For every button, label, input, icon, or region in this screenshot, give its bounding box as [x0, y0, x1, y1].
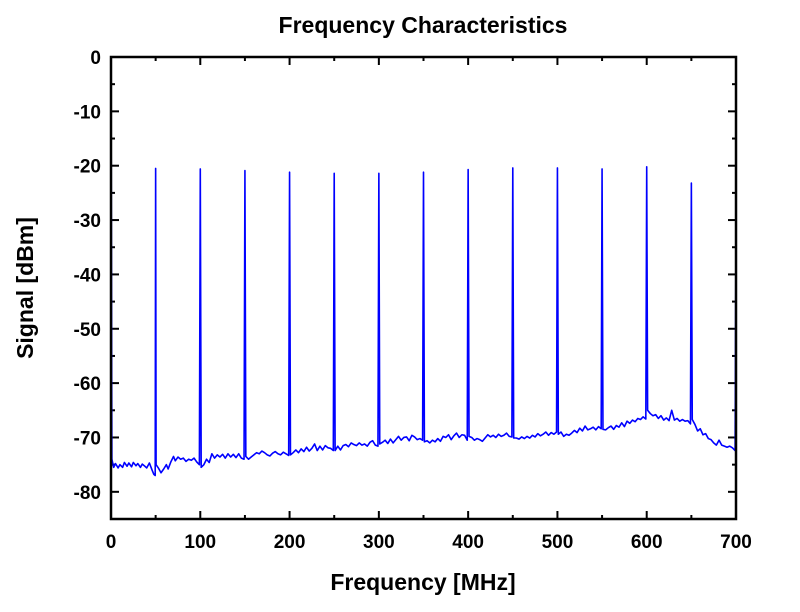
x-tick-label: 500 [542, 532, 574, 553]
x-tick-label: 0 [106, 532, 117, 553]
x-tick-label: 400 [452, 532, 484, 553]
y-tick-label: -40 [74, 265, 101, 286]
y-tick-label: -80 [74, 483, 101, 504]
chart-title: Frequency Characteristics [279, 12, 568, 38]
x-tick-label: 100 [184, 532, 216, 553]
y-tick-label: 0 [90, 48, 101, 69]
y-tick-label: -70 [74, 428, 101, 449]
x-tick-label: 700 [720, 532, 752, 553]
y-tick-label: -30 [74, 211, 101, 232]
y-tick-label: -10 [74, 102, 101, 123]
y-tick-label: -50 [74, 320, 101, 341]
series-line-signal [110, 56, 737, 477]
y-axis-label: Signal [dBm] [12, 217, 38, 359]
x-tick-label: 200 [274, 532, 306, 553]
tick-labels: 0 100 200 300 400 500 600 700 0 -10 -20 -30 -40 -50 -6… [74, 48, 752, 553]
series-layer [110, 56, 737, 477]
y-tick-label: -20 [74, 157, 101, 178]
x-tick-label: 300 [363, 532, 395, 553]
x-axis-label: Frequency [MHz] [330, 569, 515, 595]
x-tick-label: 600 [631, 532, 663, 553]
plot-frame [109, 55, 738, 521]
y-tick-label: -60 [74, 374, 101, 395]
